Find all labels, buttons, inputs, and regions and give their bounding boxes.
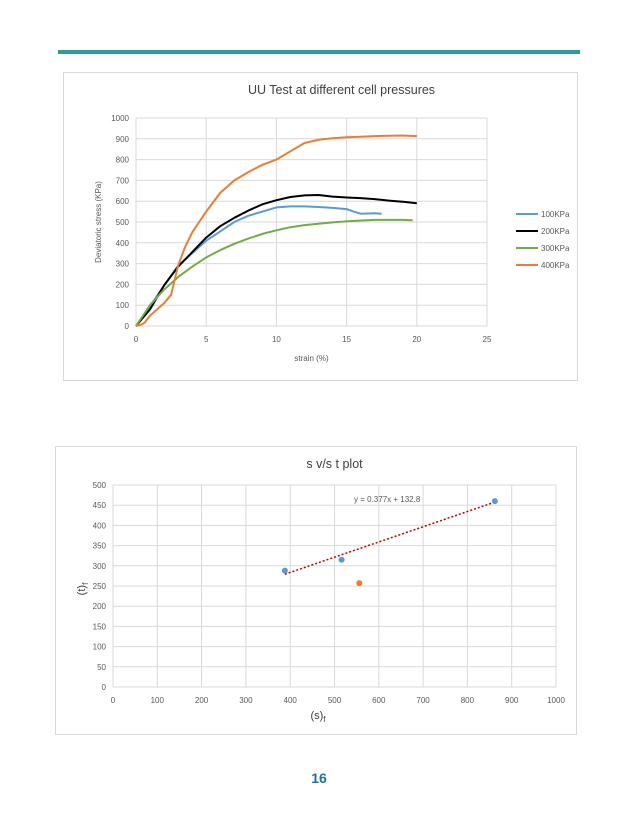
y-axis-label-subscript: f [81,582,90,585]
y-tick-label: 1000 [111,114,129,123]
chart-s-vs-t: s v/s t plot 0 50 100 150 200 250 300 350 400 450 5… [76,457,565,724]
legend-label: 200KPa [541,227,570,236]
legend-label: 300KPa [541,244,570,253]
chart-uu-test: UU Test at different cell pressures01002… [94,83,570,363]
x-tick-label: 500 [328,696,342,705]
header-rule [58,50,580,54]
data-point [338,556,345,563]
y-tick-label: 500 [116,218,130,227]
chart-uu-test-frame: UU Test at different cell pressures 0 100 2… [63,72,578,381]
y-tick-label: 500 [93,481,107,490]
x-tick-label: 0 [134,335,139,344]
y-tick-label: 100 [93,643,107,652]
x-tick-label: 5 [204,335,209,344]
y-tick-label: 200 [116,280,130,289]
x-tick-label: 900 [505,696,519,705]
y-tick-label: 200 [93,602,107,611]
y-axis-label: Deviatoric stress (KPa) [94,181,103,263]
data-point [356,580,363,587]
y-tick-label: 700 [116,176,130,185]
y-tick-label: 150 [93,622,107,631]
x-tick-label: 100 [151,696,165,705]
x-tick-label: 700 [416,696,430,705]
chart-title: s v/s t plot [306,457,363,471]
y-tick-label: 50 [97,663,106,672]
trendline [284,501,496,575]
x-tick-label: 600 [372,696,386,705]
y-tick-label: 900 [116,135,130,144]
data-point [491,498,498,505]
y-tick-label: 400 [116,239,130,248]
x-axis-label: strain (%) [294,354,329,363]
series-line-400kpa [135,134,417,327]
data-point [281,567,288,574]
y-tick-label: 0 [125,322,130,331]
x-axis-label: (s)f [310,710,326,724]
page-number: 16 [311,770,327,786]
chart-s-vs-t-frame: s v/s t plot 0 50 100 150 200 250 300 350 400 450 5… [55,446,577,735]
x-tick-label: 800 [461,696,475,705]
y-tick-label: 250 [93,582,107,591]
x-axis-label-subscript: f [323,715,326,724]
legend-label: 400KPa [541,261,570,270]
y-tick-label: 600 [116,197,130,206]
x-tick-label: 1000 [547,696,565,705]
y-tick-label: 400 [93,521,107,530]
x-tick-label: 20 [412,335,421,344]
y-axis-label: (t)f [76,582,90,595]
x-tick-label: 200 [195,696,209,705]
series-line-300kpa [135,218,413,327]
chart-title: UU Test at different cell pressures [248,83,435,97]
x-tick-label: 300 [239,696,253,705]
trendline-equation: y = 0.377x + 132.8 [354,495,421,504]
y-tick-label: 800 [116,156,130,165]
x-tick-label: 10 [272,335,281,344]
y-tick-label: 300 [116,260,130,269]
x-tick-label: 400 [284,696,298,705]
series-line-200kpa [135,194,417,327]
y-tick-label: 450 [93,501,107,510]
y-tick-label: 350 [93,542,107,551]
x-tick-label: 15 [342,335,351,344]
y-tick-label: 0 [102,683,107,692]
x-tick-label: 25 [483,335,492,344]
series-line-100kpa [135,205,382,327]
legend-label: 100KPa [541,210,570,219]
y-tick-label: 300 [93,562,107,571]
x-tick-label: 0 [111,696,116,705]
y-tick-label: 100 [116,301,130,310]
